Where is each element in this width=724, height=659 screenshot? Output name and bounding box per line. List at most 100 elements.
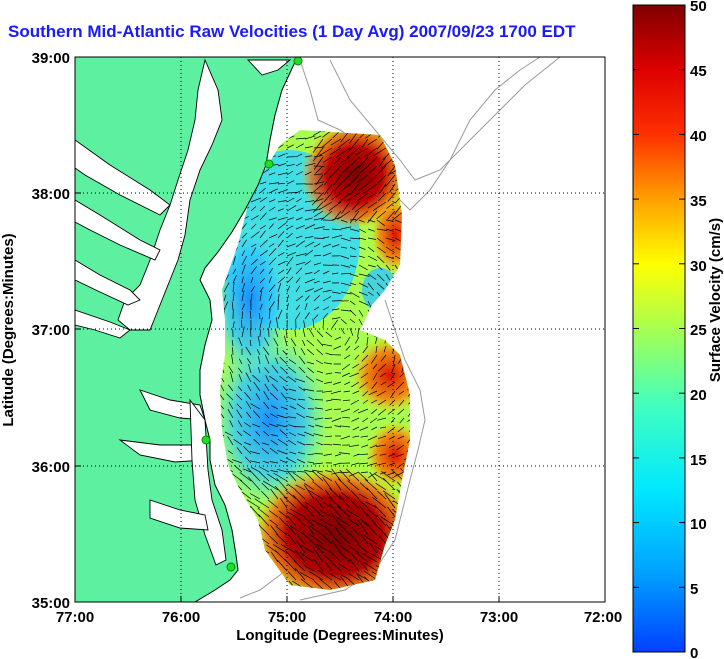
- velocity-vector: [249, 450, 261, 455]
- velocity-vector: [349, 237, 360, 240]
- velocity-vector: [292, 494, 306, 509]
- x-tick-label: 77:00: [56, 609, 94, 626]
- velocity-vector: [280, 544, 297, 554]
- velocity-vector: [305, 502, 315, 509]
- velocity-vector: [361, 354, 369, 362]
- velocity-vector: [329, 504, 342, 518]
- velocity-vector: [340, 183, 351, 192]
- velocity-vector: [286, 256, 294, 266]
- velocity-vector: [277, 217, 286, 221]
- velocity-vector: [376, 390, 387, 397]
- velocity-vector: [244, 442, 252, 446]
- x-tick-label: 75:00: [268, 609, 306, 626]
- velocity-vector: [238, 374, 243, 383]
- velocity-vector: [341, 492, 351, 500]
- velocity-vector: [376, 282, 385, 290]
- velocity-vector: [268, 320, 272, 329]
- velocity-vector: [358, 219, 365, 223]
- velocity-vector: [348, 471, 360, 477]
- velocity-vector: [356, 192, 369, 202]
- velocity-vector: [252, 374, 261, 383]
- velocity-vector: [348, 174, 360, 187]
- velocity-vector: [296, 441, 306, 446]
- title-container: Southern Mid-Atlantic Raw Velocities (1 …: [0, 0, 630, 55]
- velocity-vector: [271, 405, 279, 410]
- velocity-vector: [343, 390, 351, 393]
- velocity-vector: [329, 550, 342, 563]
- station-marker: [201, 435, 211, 445]
- velocity-vector: [277, 269, 285, 275]
- velocity-vector: [378, 399, 387, 406]
- velocity-vector: [353, 453, 360, 457]
- velocity-vector: [324, 362, 333, 365]
- velocity-vector: [351, 526, 360, 536]
- station-markers: [201, 57, 303, 572]
- velocity-vector: [331, 417, 342, 422]
- velocity-vector: [223, 301, 229, 311]
- velocity-vector: [314, 407, 324, 410]
- velocity-vector: [277, 200, 287, 203]
- velocity-vector: [330, 390, 342, 395]
- velocity-vector: [285, 489, 297, 500]
- velocity-vector: [259, 181, 267, 185]
- velocity-vector: [277, 261, 286, 266]
- velocity-vector: [371, 399, 378, 404]
- velocity-vector: [328, 496, 342, 509]
- velocity-vector: [360, 471, 369, 473]
- velocity-vector: [223, 294, 227, 302]
- velocity-vector: [395, 381, 405, 390]
- velocity-vector: [344, 354, 351, 360]
- velocity-vector: [287, 483, 297, 491]
- velocity-vector: [309, 571, 324, 581]
- velocity-vector: [304, 470, 315, 473]
- velocity-vector: [316, 543, 333, 554]
- velocity-vector: [277, 276, 286, 284]
- velocity-vector: [339, 425, 351, 428]
- velocity-vector: [276, 424, 288, 428]
- velocity-vector: [250, 206, 257, 212]
- velocity-vector: [341, 372, 351, 377]
- velocity-vector: [385, 255, 394, 260]
- velocity-vector: [282, 385, 288, 392]
- velocity-vector: [287, 439, 297, 446]
- velocity-vector: [304, 260, 312, 266]
- velocity-vector: [268, 188, 278, 194]
- velocity-vector: [270, 488, 279, 500]
- velocity-vector: [340, 246, 348, 249]
- velocity-vector: [358, 499, 369, 509]
- velocity-vector: [293, 560, 306, 572]
- velocity-vector: [220, 402, 225, 410]
- velocity-vector: [324, 165, 333, 176]
- velocity-vector: [357, 544, 369, 554]
- velocity-vector: [358, 282, 369, 288]
- velocity-vector: [268, 182, 279, 185]
- velocity-vector: [287, 376, 297, 383]
- velocity-vector: [277, 153, 286, 158]
- velocity-vector: [367, 228, 375, 232]
- velocity-vector: [358, 156, 369, 169]
- velocity-vector: [308, 489, 324, 500]
- velocity-vector: [268, 309, 271, 320]
- velocity-vector: [295, 143, 305, 149]
- velocity-vector: [324, 489, 333, 500]
- velocity-vector: [341, 201, 351, 214]
- velocity-vector: [268, 206, 276, 212]
- velocity-vector: [298, 366, 306, 374]
- velocity-vector: [295, 225, 306, 230]
- velocity-vector: [349, 219, 357, 221]
- velocity-vector: [303, 484, 315, 500]
- velocity-vector: [261, 482, 270, 491]
- velocity-vector: [379, 372, 387, 378]
- velocity-vector: [331, 272, 339, 275]
- velocity-vector: [278, 517, 288, 527]
- velocity-vector: [304, 295, 310, 302]
- velocity-vector: [345, 468, 360, 482]
- velocity-vector: [268, 293, 273, 302]
- velocity-vector: [360, 435, 369, 438]
- velocity-vector: [244, 422, 252, 428]
- velocity-vector: [236, 409, 243, 419]
- velocity-vector: [354, 210, 369, 222]
- y-axis-label: Latitude (Degrees:Minutes): [0, 233, 17, 426]
- bays-and-rivers: [75, 58, 292, 566]
- velocity-vector: [331, 317, 341, 320]
